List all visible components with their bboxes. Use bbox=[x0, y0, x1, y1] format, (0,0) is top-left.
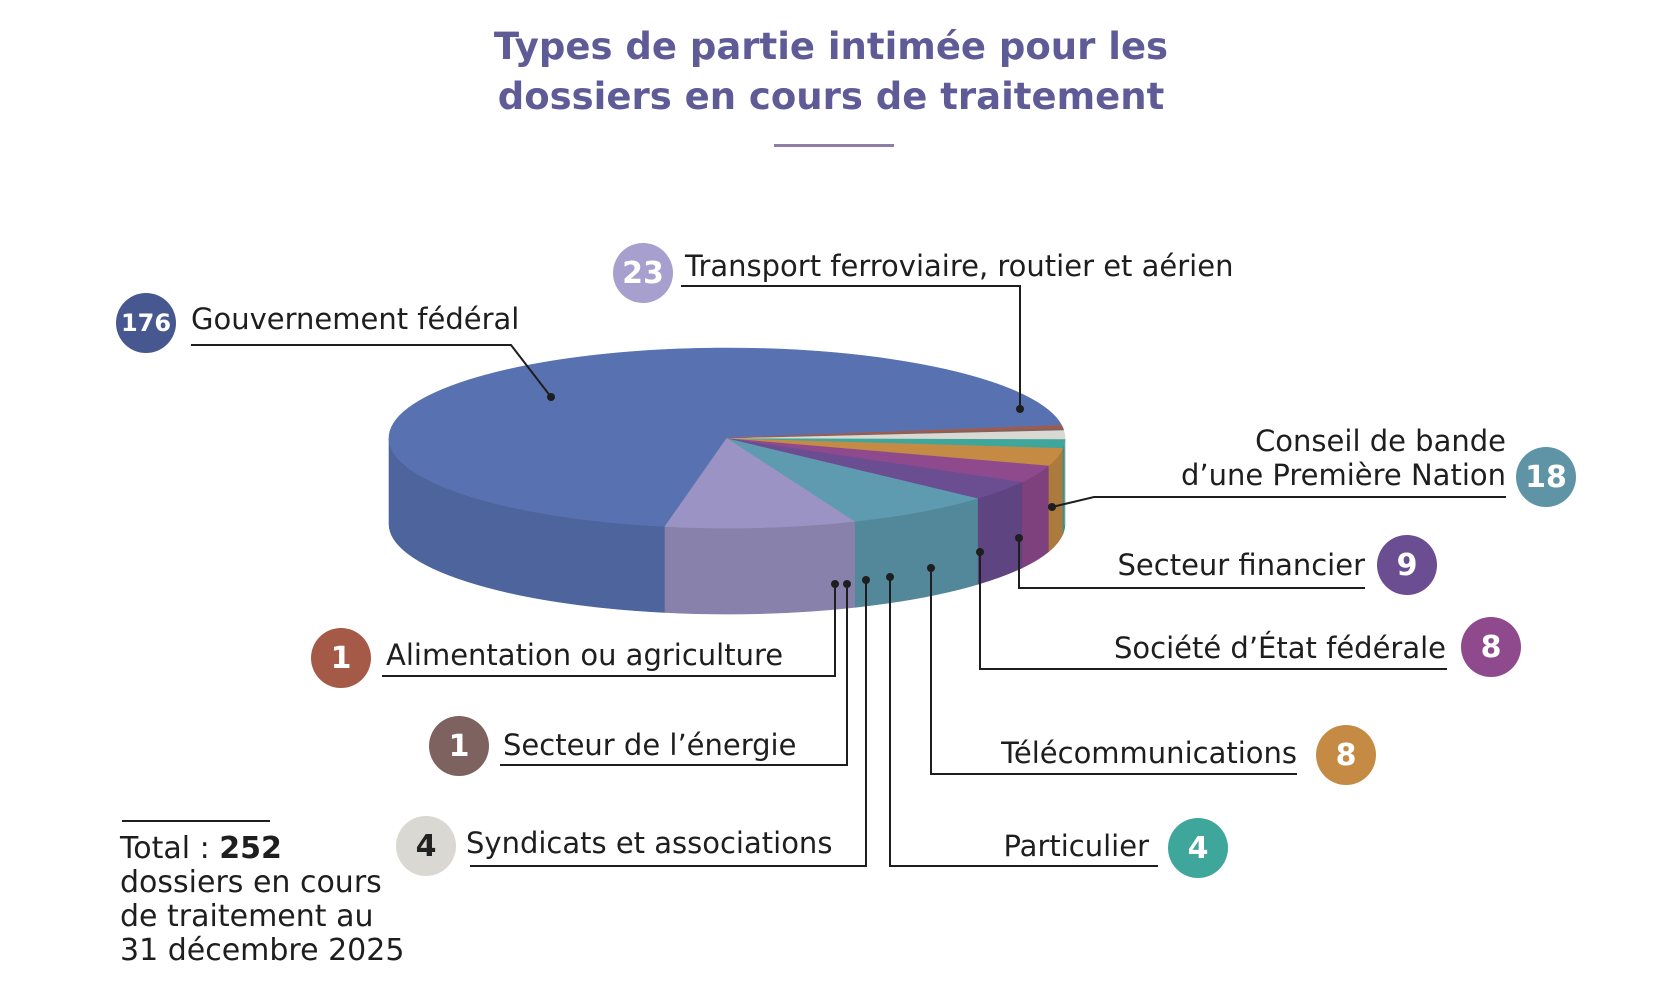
leader-line-secteur-de-l-energie bbox=[500, 584, 848, 766]
leader-line-conseil-de-bande bbox=[1051, 496, 1506, 508]
leader-line-syndicats-et-associations bbox=[470, 580, 867, 867]
leader-lines bbox=[191, 285, 1506, 867]
value-badge-secteur-financier: 9 bbox=[1377, 535, 1437, 595]
leader-line-societe-d-etat-federale bbox=[979, 552, 1447, 670]
label-gouvernement-federal: Gouvernement fédéral bbox=[191, 302, 520, 336]
label-alimentation: Alimentation ou agriculture bbox=[386, 638, 784, 672]
pie-side-societe-d-etat-federale bbox=[1021, 464, 1050, 569]
leader-line-telecommunications bbox=[930, 568, 1297, 775]
pie-side-secteur-financier bbox=[977, 481, 1023, 585]
total-divider bbox=[122, 820, 270, 822]
title-underline bbox=[774, 144, 894, 147]
leader-dot-particulier bbox=[886, 573, 894, 581]
label-conseil-de-bande: Conseil de bande d’une Première Nation bbox=[1181, 424, 1506, 492]
leader-line-particulier bbox=[889, 577, 1158, 867]
label-societe-etat-federale: Société d’État fédérale bbox=[1114, 631, 1446, 665]
leader-dot-telecommunications bbox=[927, 564, 935, 572]
value-badge-syndicats: 4 bbox=[396, 816, 456, 876]
total-value: 252 bbox=[219, 831, 282, 866]
total-note: Total : 252 dossiers en cours de traitem… bbox=[120, 832, 450, 968]
leader-line-gouvernement-federal bbox=[191, 344, 552, 398]
pie-side-particulier bbox=[1062, 438, 1066, 534]
pie-side-transport-ferroviaire-routier-et-aerien bbox=[664, 520, 856, 615]
label-secteur-energie: Secteur de l’énergie bbox=[503, 728, 797, 762]
total-line-2: dossiers en cours bbox=[120, 865, 382, 900]
chart-title-line-1: Types de partie intimée pour les bbox=[493, 25, 1169, 68]
leader-dot-alimentation-ou-agriculture bbox=[831, 580, 839, 588]
label-syndicats: Syndicats et associations bbox=[466, 826, 833, 860]
chart-title-line-2: dossiers en cours de traitement bbox=[497, 75, 1165, 118]
pie-slice-conseil-de-bande bbox=[726, 437, 980, 522]
pie-slice-gouvernement-federal bbox=[388, 347, 1063, 527]
leader-line-transport-ferroviaire-routier-et-aerien bbox=[681, 285, 1021, 409]
value-badge-transport: 23 bbox=[613, 243, 673, 303]
leader-dot-syndicats-et-associations bbox=[862, 576, 870, 584]
leader-dot-secteur-financier bbox=[1015, 534, 1023, 542]
chart-title: Types de partie intimée pour les dossier… bbox=[0, 22, 1662, 122]
label-particulier: Particulier bbox=[1003, 829, 1149, 863]
value-badge-telecommunications: 8 bbox=[1316, 725, 1376, 785]
value-badge-gouvernement-federal: 176 bbox=[116, 293, 176, 353]
label-conseil-de-bande-line-2: d’une Première Nation bbox=[1180, 458, 1506, 492]
pie-slice-alimentation-ou-agriculture bbox=[726, 425, 1064, 439]
label-secteur-financier: Secteur financier bbox=[1117, 548, 1366, 582]
leader-dot-transport-ferroviaire-routier-et-aerien bbox=[1016, 405, 1024, 413]
leader-dot-conseil-de-bande bbox=[1048, 503, 1056, 511]
total-line-4: 31 décembre 2025 bbox=[120, 933, 405, 968]
value-badge-conseil-de-bande: 18 bbox=[1516, 447, 1576, 507]
pie-side-walls bbox=[388, 437, 1066, 615]
leader-line-secteur-financier bbox=[1018, 538, 1365, 589]
pie-top-faces bbox=[388, 347, 1066, 529]
value-badge-societe-etat-federale: 8 bbox=[1461, 617, 1521, 677]
leader-dot-secteur-de-l-energie bbox=[843, 580, 851, 588]
value-badge-alimentation: 1 bbox=[311, 628, 371, 688]
leader-dot-societe-d-etat-federale bbox=[976, 548, 984, 556]
pie-slice-transport-ferroviaire-routier-et-aerien bbox=[664, 437, 857, 529]
label-transport: Transport ferroviaire, routier et aérien bbox=[685, 249, 1234, 283]
leader-line-alimentation-ou-agriculture bbox=[382, 584, 836, 677]
value-badge-particulier: 4 bbox=[1168, 818, 1228, 878]
value-badge-secteur-energie: 1 bbox=[429, 716, 489, 776]
leader-dot-gouvernement-federal bbox=[547, 393, 555, 401]
label-telecommunications: Télécommunications bbox=[1001, 736, 1297, 770]
total-prefix: Total : bbox=[120, 831, 220, 866]
label-conseil-de-bande-line-1: Conseil de bande bbox=[1255, 424, 1506, 458]
total-line-3: de traitement au bbox=[120, 899, 374, 934]
